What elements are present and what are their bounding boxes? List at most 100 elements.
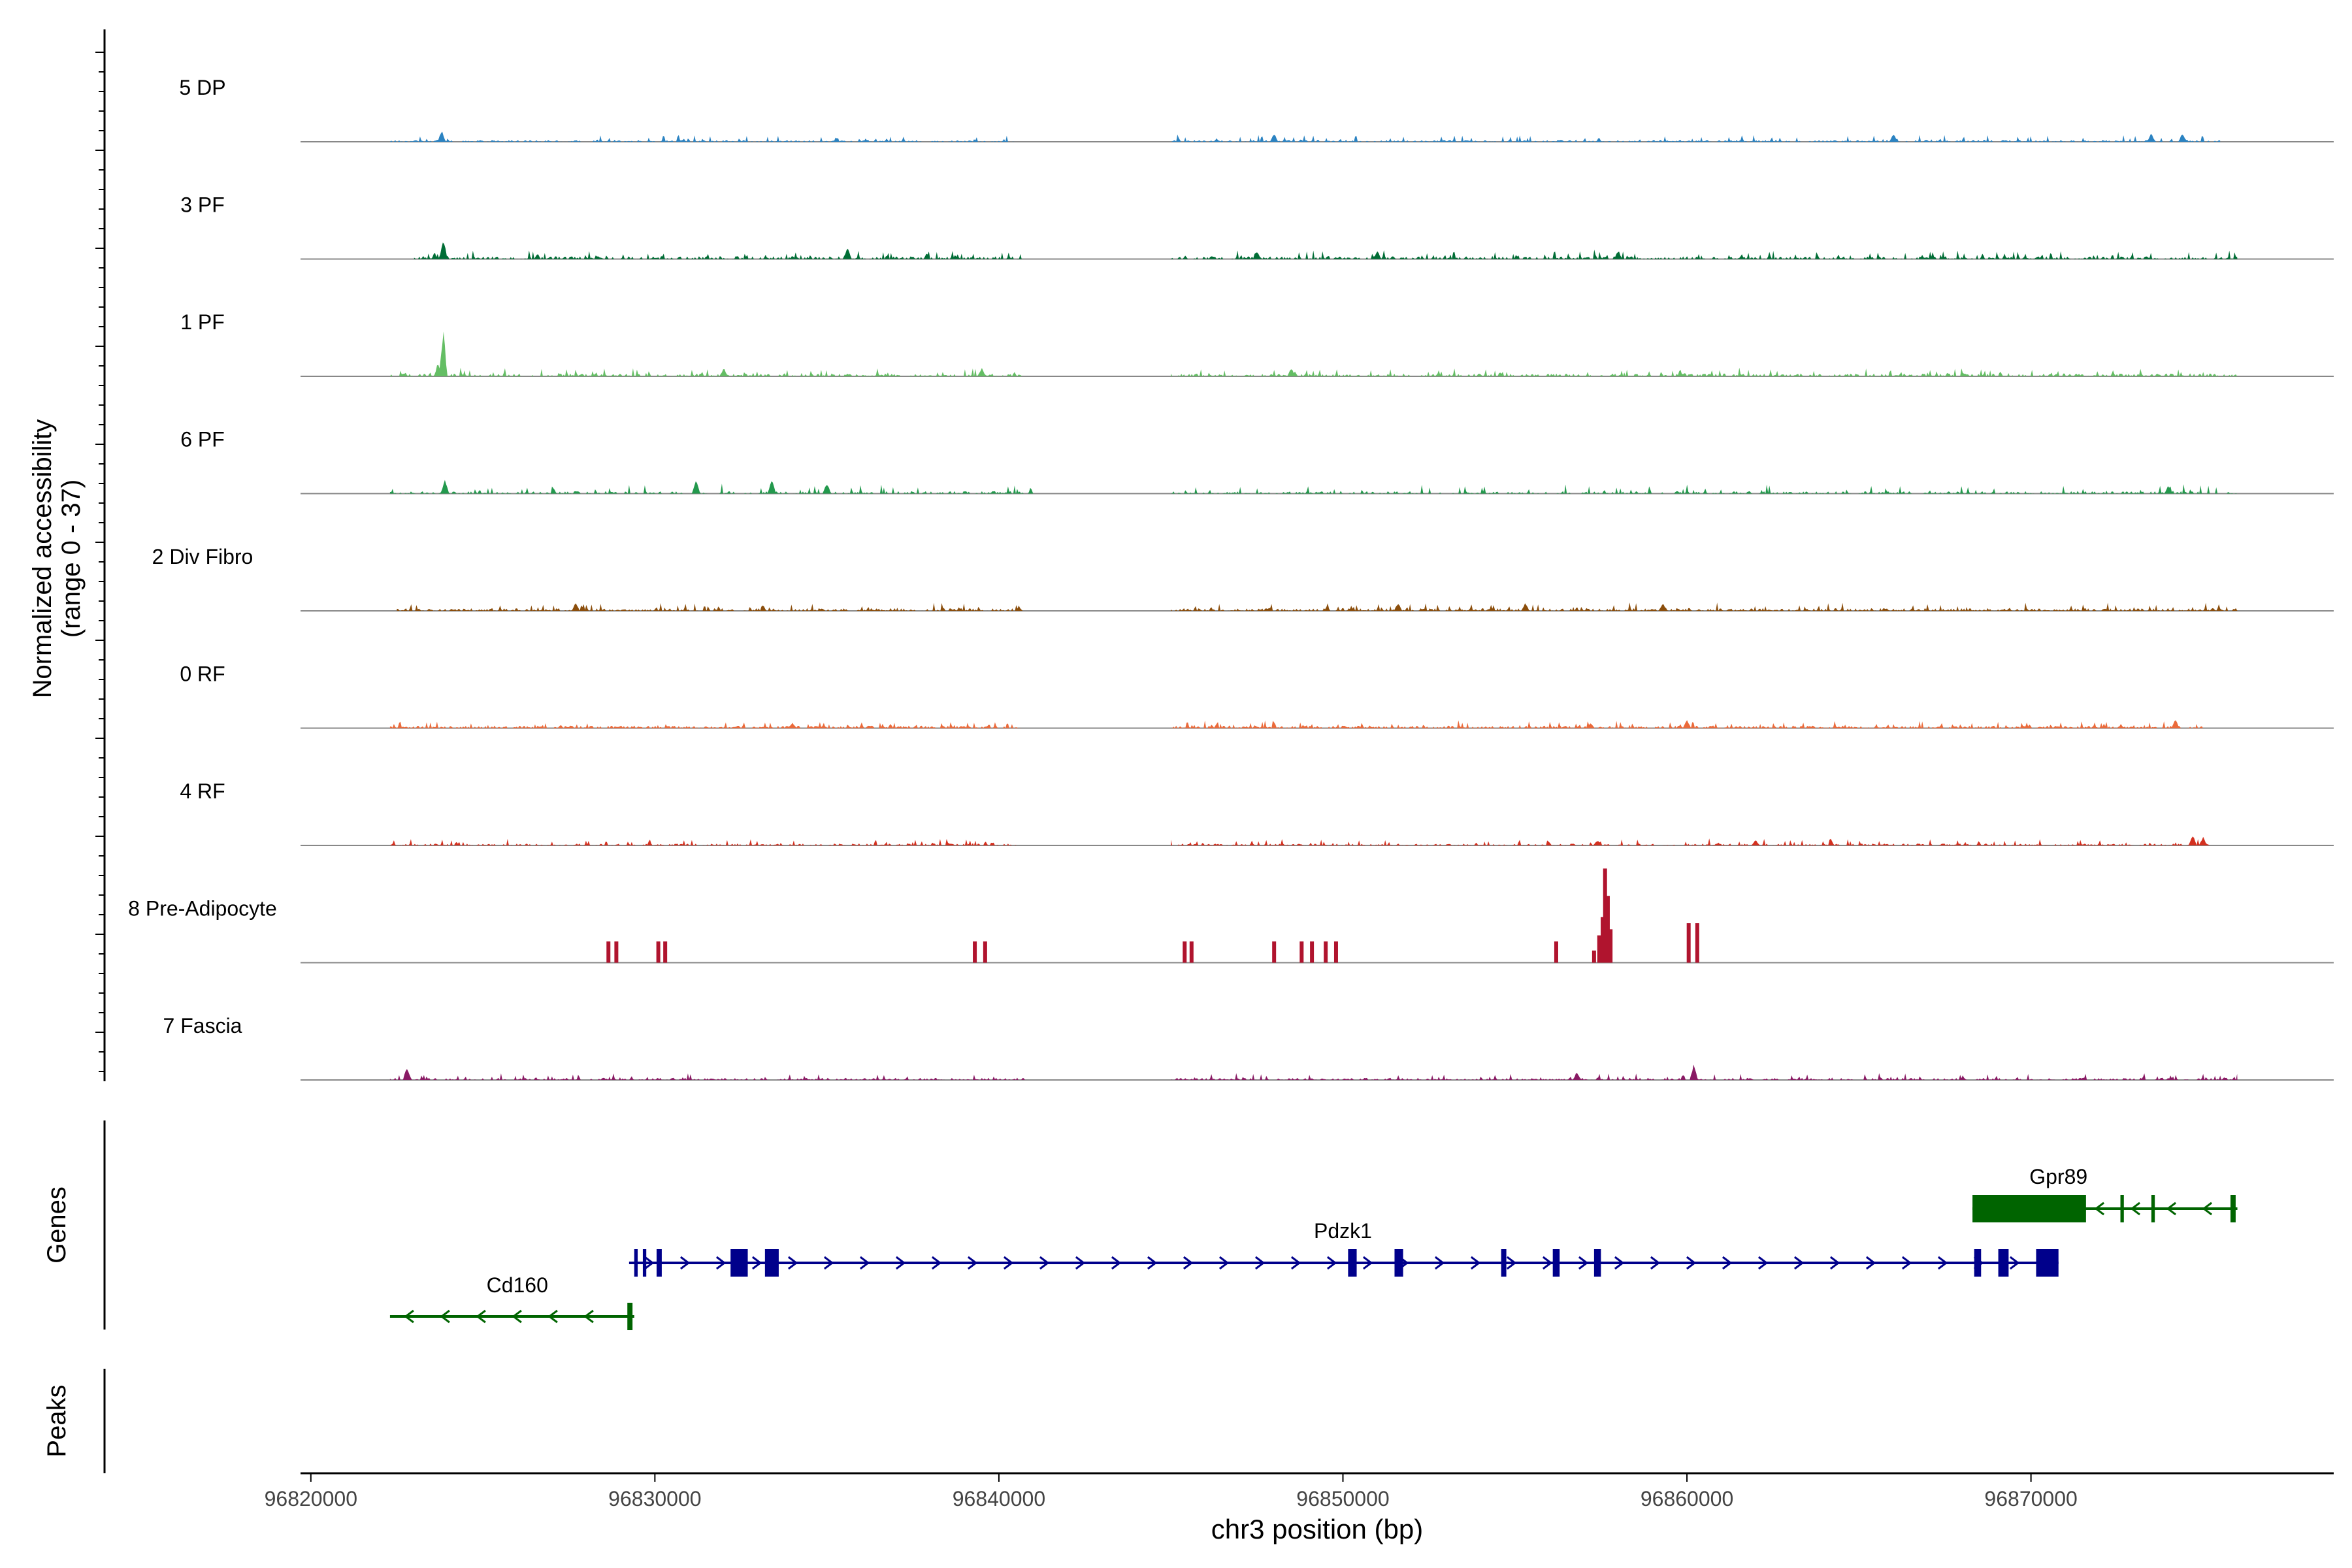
gene-label: Pdzk1 (1314, 1219, 1372, 1243)
gene-annotations: Cd160 Pdzk1 Gpr89 (389, 1165, 2238, 1330)
signal-area (414, 242, 1027, 259)
signal-spike (606, 941, 611, 963)
strand-arrow (895, 1256, 906, 1270)
gene-exon (1593, 1249, 1601, 1277)
signal-area (1171, 720, 2203, 728)
signal-spike (663, 941, 668, 963)
track-3-pf: 3 PF (180, 193, 2334, 260)
track-label: 4 RF (180, 779, 225, 803)
signal-area (389, 839, 1017, 845)
strand-arrow (1362, 1256, 1373, 1270)
strand-arrow (583, 1309, 594, 1324)
signal-area (1171, 367, 2238, 376)
signal-spike (983, 941, 987, 963)
x-tick-label: 96830000 (608, 1487, 701, 1511)
strand-arrow (440, 1309, 450, 1324)
signal-spike (973, 941, 977, 963)
x-tick-label: 96870000 (1984, 1487, 2077, 1511)
signal-area (389, 1069, 1027, 1080)
gene-exon (1998, 1249, 2009, 1277)
strand-arrow (1183, 1256, 1194, 1270)
signal-spike (1603, 868, 1607, 963)
signal-area (389, 331, 1023, 376)
strand-arrow (1937, 1256, 1948, 1270)
strand-arrow (644, 1256, 655, 1270)
x-tick-label: 96850000 (1296, 1487, 1389, 1511)
strand-arrow (1506, 1256, 1517, 1270)
strand-arrow (1147, 1256, 1158, 1270)
signal-area (1171, 1064, 2238, 1080)
track-0-rf: 0 RF (180, 662, 2334, 729)
strand-arrow (1757, 1256, 1769, 1270)
signal-spike (1605, 896, 1610, 963)
strand-arrow (1470, 1256, 1481, 1270)
signal-spike (1597, 935, 1601, 963)
x-tick-label: 96860000 (1641, 1487, 1733, 1511)
strand-arrow (1650, 1256, 1661, 1270)
track-label: 1 PF (180, 310, 225, 334)
y-axis-label: Normalized accessibility (28, 419, 57, 698)
strand-arrow (1254, 1256, 1266, 1270)
strand-arrow (751, 1256, 762, 1270)
gene-gpr89: Gpr89 (1972, 1165, 2238, 1222)
x-axis-label: chr3 position (bp) (1211, 1514, 1424, 1544)
strand-arrow (1578, 1256, 1589, 1270)
strand-arrow (931, 1256, 942, 1270)
signal-area (389, 131, 1017, 142)
x-axis-ticks: 96820000 96830000 96840000 96850000 96860000… (265, 1473, 2078, 1511)
signal-spike (1299, 941, 1304, 963)
gene-cd160: Cd160 (389, 1273, 634, 1330)
signal-spike (1601, 917, 1605, 963)
signal-area (1171, 484, 2238, 494)
strand-arrow (547, 1309, 558, 1324)
signal-spike (656, 941, 661, 963)
track-label: 3 PF (180, 193, 225, 217)
gene-exon (2151, 1195, 2155, 1222)
signal-area (389, 721, 1023, 728)
gene-exon (627, 1303, 633, 1330)
gene-exon (2230, 1195, 2236, 1222)
signal-area (1171, 602, 2238, 611)
strand-arrow (715, 1256, 727, 1270)
strand-arrow (787, 1256, 798, 1270)
gene-exon (1552, 1249, 1560, 1277)
signal-spike (1189, 941, 1194, 963)
strand-arrow (1290, 1256, 1301, 1270)
strand-arrow (1865, 1256, 1876, 1270)
strand-arrow (2166, 1201, 2177, 1216)
gene-label: Gpr89 (2029, 1165, 2087, 1188)
strand-arrow (2009, 1256, 2020, 1270)
signal-area (397, 602, 1023, 611)
strand-arrow (823, 1256, 834, 1270)
gene-exon (1394, 1249, 1403, 1277)
strand-arrow (679, 1256, 691, 1270)
signal-spike (1183, 941, 1187, 963)
gene-exon (2120, 1195, 2124, 1222)
strand-arrow (1075, 1256, 1086, 1270)
y-axis-range-label: (range 0 - 37) (57, 480, 86, 638)
strand-arrow (512, 1309, 522, 1324)
coverage-y-ticks (95, 52, 105, 1072)
track-label: 5 DP (179, 76, 225, 99)
track-6-pf: 6 PF (180, 428, 2334, 495)
gene-exon (1348, 1249, 1357, 1277)
track-label: 2 Div Fibro (152, 545, 253, 568)
signal-spike (1324, 941, 1328, 963)
track-7-fascia: 7 Fascia (163, 1014, 2334, 1081)
gene-exon (764, 1249, 779, 1277)
gene-exon (656, 1249, 662, 1277)
signal-spike (1609, 929, 1613, 963)
strand-arrow (2130, 1201, 2141, 1216)
gene-exon (1972, 1195, 2086, 1222)
signal-spike (1695, 923, 1699, 963)
gene-exon (1501, 1249, 1507, 1277)
strand-arrow (404, 1309, 414, 1324)
strand-arrow (1326, 1256, 1337, 1270)
strand-arrow (2202, 1201, 2213, 1216)
strand-arrow (1003, 1256, 1014, 1270)
strand-arrow (2094, 1201, 2105, 1216)
signal-spike (1272, 941, 1277, 963)
strand-arrow (1614, 1256, 1625, 1270)
strand-arrow (1829, 1256, 1840, 1270)
strand-arrow (859, 1256, 870, 1270)
